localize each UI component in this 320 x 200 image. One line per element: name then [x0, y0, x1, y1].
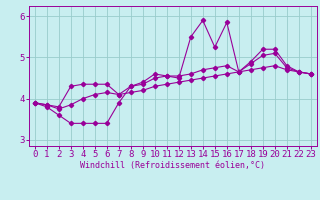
X-axis label: Windchill (Refroidissement éolien,°C): Windchill (Refroidissement éolien,°C)	[80, 161, 265, 170]
